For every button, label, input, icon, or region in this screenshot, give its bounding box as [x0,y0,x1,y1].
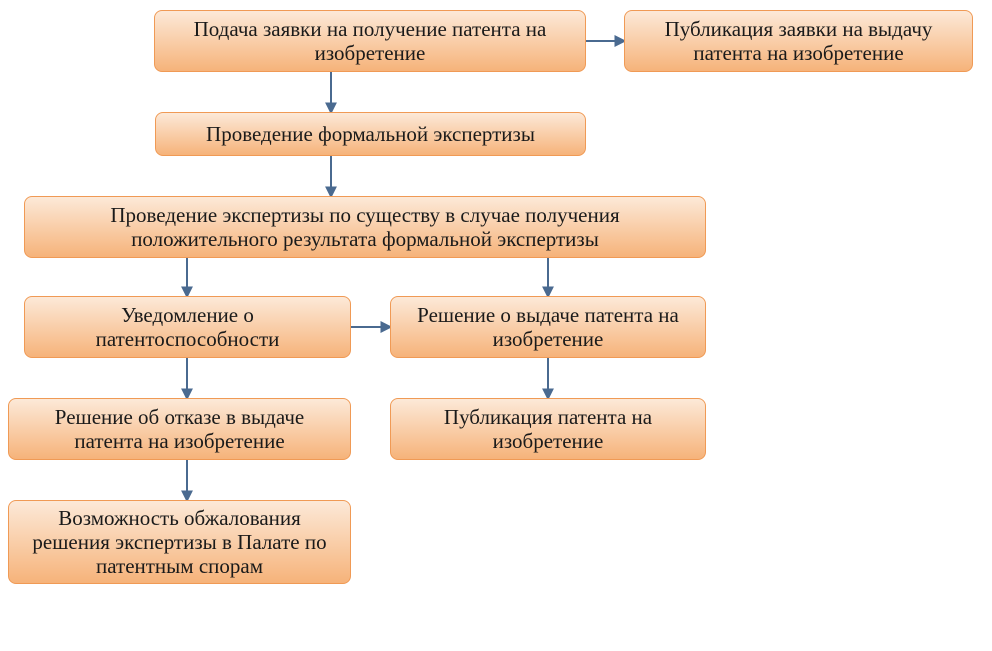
node-n3: Проведение формальной экспертизы [155,112,586,156]
flowchart-canvas: Подача заявки на получение патента на из… [0,0,992,651]
node-n1: Подача заявки на получение патента на из… [154,10,586,72]
node-n4: Проведение экспертизы по существу в случ… [24,196,706,258]
node-n8: Публикация патента на изобретение [390,398,706,460]
node-n7: Решение об отказе в выдаче патента на из… [8,398,351,460]
node-n2: Публикация заявки на выдачу патента на и… [624,10,973,72]
node-n5: Уведомление о патентоспособности [24,296,351,358]
node-n9: Возможность обжалования решения эксперти… [8,500,351,584]
node-n6: Решение о выдаче патента на изобретение [390,296,706,358]
